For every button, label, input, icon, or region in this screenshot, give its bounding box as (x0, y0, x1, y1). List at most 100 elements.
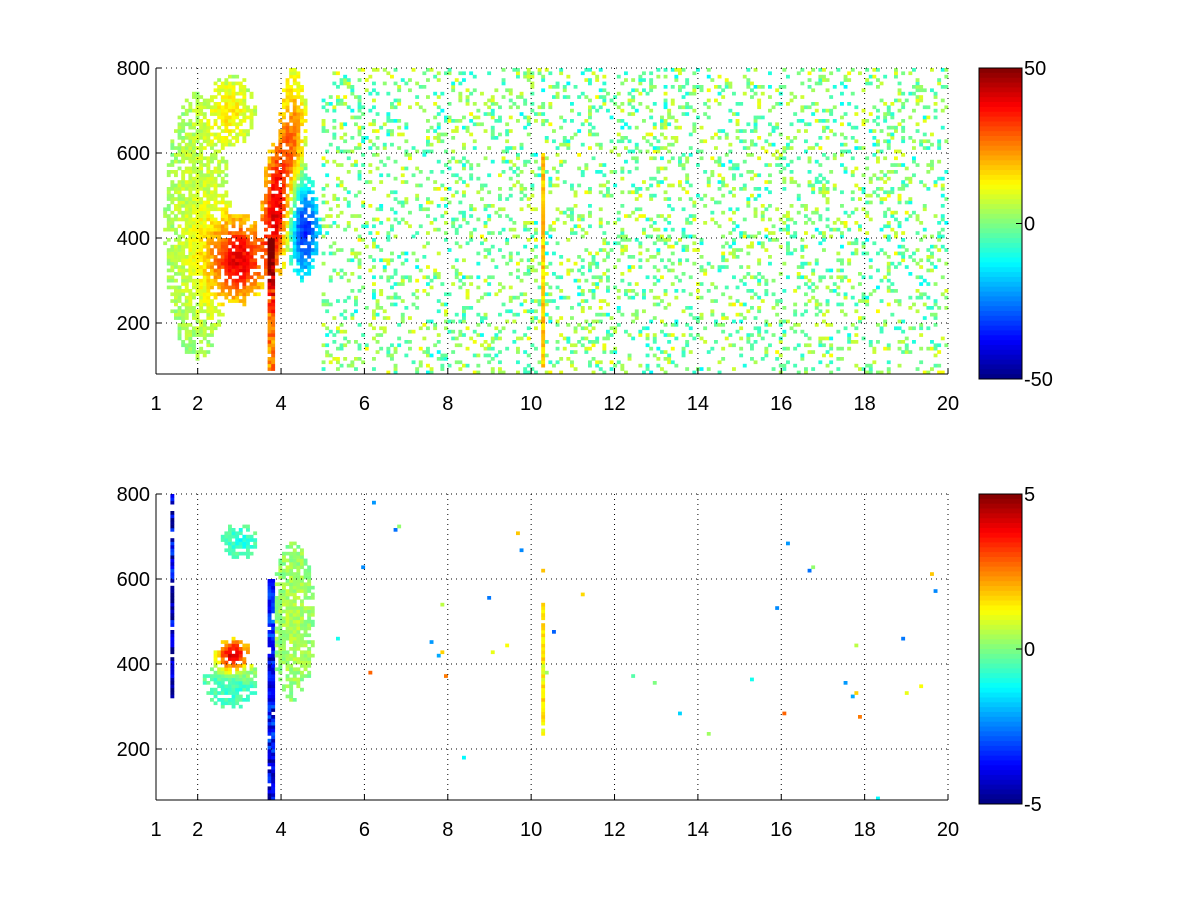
heatmap-cell (868, 112, 873, 116)
heatmap-cell (883, 210, 888, 215)
heatmap-cell (768, 95, 772, 99)
heatmap-cell (872, 105, 877, 110)
heatmap-cell (267, 309, 272, 314)
heatmap-cell (667, 197, 672, 201)
heatmap-cell (296, 112, 301, 116)
heatmap-cell (944, 68, 949, 72)
heatmap-cell (616, 139, 621, 144)
heatmap-cell (368, 231, 373, 235)
heatmap-cell (289, 227, 294, 232)
heatmap-cell (195, 98, 200, 103)
heatmap-cell (393, 282, 398, 286)
heatmap-cell (436, 340, 441, 344)
heatmap-cell (321, 343, 326, 348)
heatmap-cell (508, 299, 513, 303)
heatmap-cell (210, 207, 214, 212)
heatmap-cell (566, 238, 571, 242)
heatmap-cell (480, 316, 484, 320)
heatmap-cell (570, 316, 574, 320)
heatmap-cell (210, 183, 214, 188)
heatmap-cell (728, 295, 733, 300)
heatmap-cell (552, 363, 556, 368)
heatmap-cell (267, 326, 272, 331)
heatmap-cell (386, 353, 391, 358)
heatmap-cell (696, 68, 700, 72)
heatmap-cell (382, 122, 387, 127)
heatmap-cell (613, 241, 618, 246)
heatmap-cell (861, 119, 866, 123)
heatmap-cell (202, 289, 207, 293)
heatmap-cell (163, 227, 168, 232)
heatmap-cell (296, 146, 301, 150)
heatmap-cell (483, 316, 488, 320)
heatmap-cell (465, 159, 470, 164)
heatmap-cell (508, 193, 513, 198)
heatmap-cell (494, 210, 499, 215)
heatmap-cell (220, 119, 225, 123)
heatmap-cell (890, 170, 895, 174)
heatmap-cell (184, 238, 189, 242)
heatmap-cell (220, 81, 225, 86)
heatmap-cell (372, 357, 376, 361)
heatmap-cell (534, 370, 538, 375)
heatmap-cell (454, 78, 459, 82)
heatmap-cell (580, 142, 585, 147)
heatmap-cell (246, 115, 250, 120)
heatmap-cell (940, 193, 945, 198)
heatmap-cell (181, 170, 186, 174)
heatmap-cell (678, 261, 682, 266)
heatmap-cell (580, 217, 585, 222)
heatmap-cell (908, 350, 913, 354)
heatmap-cell (584, 299, 589, 303)
heatmap-cell (685, 323, 690, 327)
heatmap-cell (210, 326, 214, 331)
heatmap-cell (512, 221, 517, 225)
heatmap-cell (231, 282, 236, 286)
heatmap-cell (742, 363, 747, 368)
heatmap-cell (235, 91, 240, 96)
heatmap-cell (285, 183, 290, 188)
heatmap-cell (595, 74, 600, 79)
heatmap-cell (598, 319, 603, 324)
heatmap-cell (541, 176, 546, 181)
heatmap-cell (303, 142, 308, 147)
heatmap-cell (465, 363, 470, 368)
heatmap-cell (418, 170, 423, 174)
heatmap-cell (508, 159, 513, 164)
heatmap-cell (314, 204, 319, 208)
heatmap-cell (181, 261, 186, 266)
heatmap-cell (526, 78, 531, 82)
heatmap-cell (789, 326, 794, 331)
heatmap-cell (768, 173, 772, 178)
heatmap-cell (591, 275, 596, 280)
heatmap-cell (498, 370, 502, 375)
heatmap-cell (897, 346, 902, 351)
heatmap-cell (336, 102, 340, 106)
heatmap-cell (469, 231, 474, 235)
heatmap-cell (393, 105, 398, 110)
heatmap-cell (530, 268, 535, 273)
heatmap-cell (886, 343, 891, 348)
heatmap-cell (199, 146, 204, 150)
heatmap-cell (663, 289, 668, 293)
heatmap-cell (717, 200, 722, 205)
heatmap-cell (274, 227, 279, 232)
heatmap-cell (217, 261, 222, 266)
heatmap-cell (786, 102, 790, 106)
heatmap-cell (897, 163, 902, 167)
heatmap-cell (832, 105, 837, 110)
heatmap-cell (476, 323, 481, 327)
heatmap-cell (264, 261, 268, 266)
heatmap-cell (310, 200, 315, 205)
heatmap-cell (447, 329, 452, 334)
heatmap-cell (890, 190, 895, 195)
heatmap-cell (620, 244, 625, 249)
heatmap-cell (498, 197, 502, 201)
heatmap-cell (480, 241, 484, 246)
heatmap-cell (325, 108, 330, 113)
heatmap-cell (854, 238, 859, 242)
heatmap-cell (703, 272, 708, 276)
heatmap-cell (292, 105, 297, 110)
heatmap-cell (786, 360, 790, 365)
heatmap-cell (886, 132, 891, 137)
